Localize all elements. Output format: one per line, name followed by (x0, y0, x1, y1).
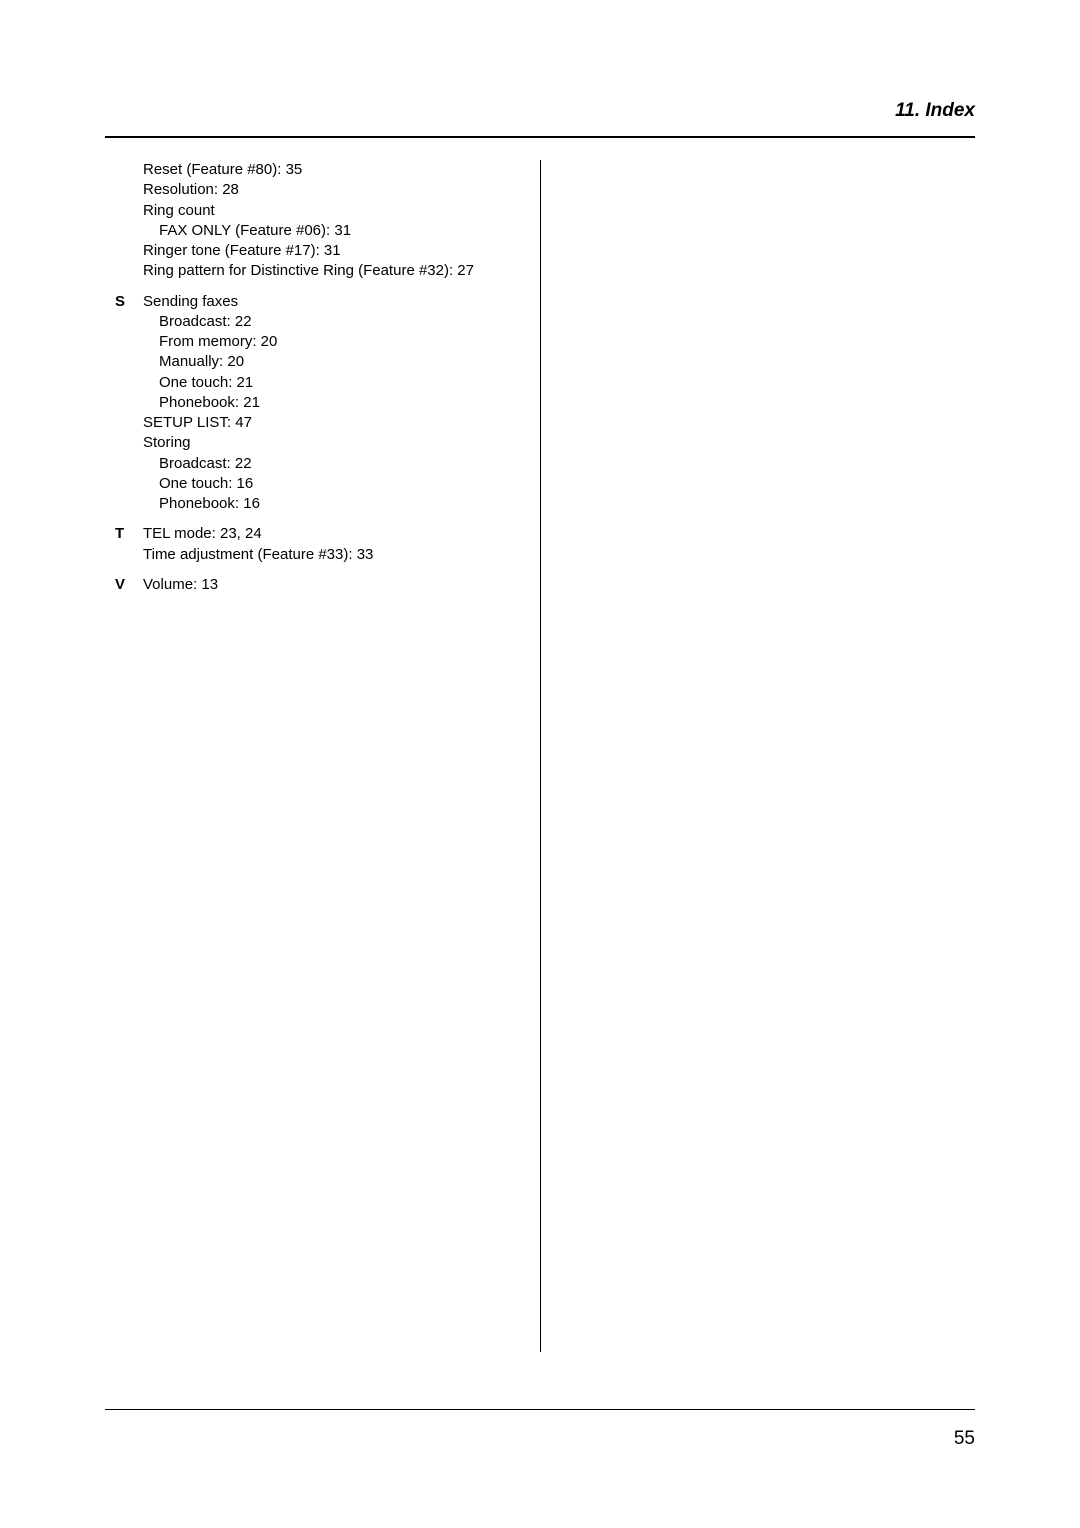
index-entry: Ring count (143, 201, 528, 221)
footer-rule (105, 1409, 975, 1410)
index-entry: Ring pattern for Distinctive Ring (Featu… (143, 261, 528, 281)
column-divider (540, 160, 541, 1352)
page-number: 55 (954, 1428, 975, 1450)
index-subentry: Phonebook: 16 (143, 494, 528, 514)
index-entry: Sending faxes (143, 292, 528, 312)
header-rule (105, 136, 975, 138)
index-subentry: One touch: 21 (143, 373, 528, 393)
index-entry: SETUP LIST: 47 (143, 413, 528, 433)
left-column: Reset (Feature #80): 35 Resolution: 28 R… (105, 160, 540, 605)
index-section-v: V Volume: 13 (105, 575, 528, 595)
index-section-s: S Sending faxes Broadcast: 22 From memor… (105, 292, 528, 515)
section-letter: V (115, 575, 125, 595)
index-entry: Volume: 13 (143, 575, 528, 595)
index-entry: Time adjustment (Feature #33): 33 (143, 545, 528, 565)
chapter-title: 11. Index (105, 100, 975, 132)
index-subentry: Phonebook: 21 (143, 393, 528, 413)
index-subentry: FAX ONLY (Feature #06): 31 (143, 221, 528, 241)
index-subentry: Broadcast: 22 (143, 454, 528, 474)
index-section-t: T TEL mode: 23, 24 Time adjustment (Feat… (105, 524, 528, 565)
index-entry: Reset (Feature #80): 35 (143, 160, 528, 180)
index-entry: Storing (143, 433, 528, 453)
index-subentry: From memory: 20 (143, 332, 528, 352)
index-section-r: Reset (Feature #80): 35 Resolution: 28 R… (105, 160, 528, 282)
index-entry: Resolution: 28 (143, 180, 528, 200)
index-subentry: One touch: 16 (143, 474, 528, 494)
index-entry: TEL mode: 23, 24 (143, 524, 528, 544)
index-subentry: Manually: 20 (143, 352, 528, 372)
section-letter: T (115, 524, 124, 544)
section-letter: S (115, 292, 125, 312)
index-entry: Ringer tone (Feature #17): 31 (143, 241, 528, 261)
content-area: Reset (Feature #80): 35 Resolution: 28 R… (105, 160, 975, 1330)
index-subentry: Broadcast: 22 (143, 312, 528, 332)
page: 11. Index Reset (Feature #80): 35 Resolu… (0, 0, 1080, 1528)
